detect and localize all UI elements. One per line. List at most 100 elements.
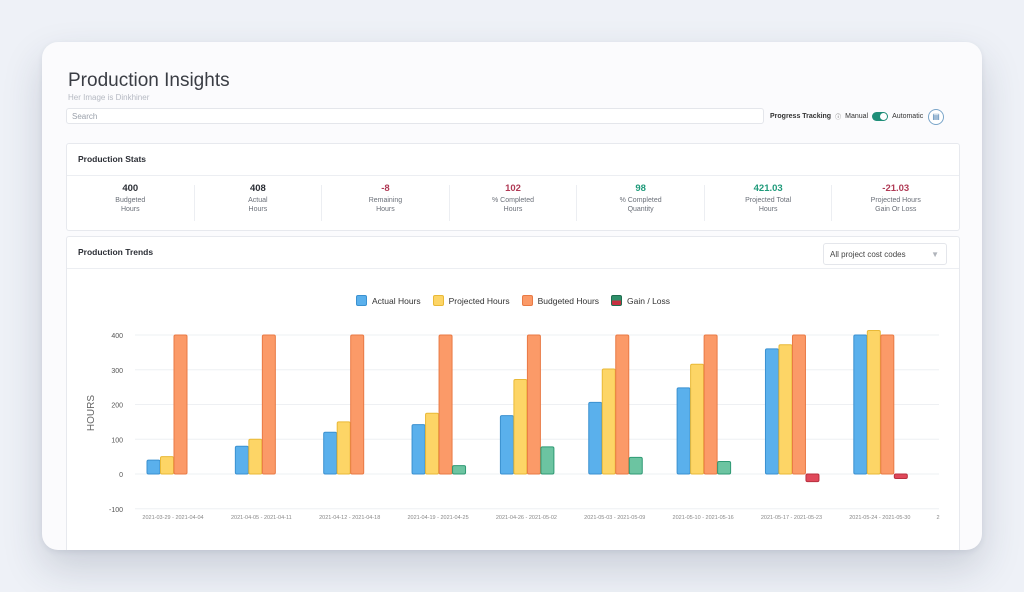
stat-item: 421.03 Projected Total Hours: [705, 183, 833, 221]
manual-label: Manual: [845, 113, 869, 120]
y-tick-label: 300: [111, 368, 123, 375]
stat-value: 98: [635, 183, 646, 194]
bar-gain: [628, 456, 643, 475]
bar-projected: [690, 363, 705, 475]
legend-swatch: [355, 295, 367, 306]
stat-label: % Completed Hours: [492, 197, 535, 213]
bar-gain: [717, 460, 732, 475]
bar-projected: [160, 456, 174, 475]
stat-value: 102: [505, 183, 521, 194]
bar-actual: [588, 401, 603, 475]
legend-item[interactable]: Gain / Loss: [611, 295, 670, 306]
bar-actual: [853, 334, 868, 475]
y-tick-label: 100: [111, 437, 123, 444]
legend-label: Gain / Loss: [627, 295, 671, 306]
bar-projected: [513, 378, 528, 475]
stat-label: Actual Hours: [248, 197, 268, 213]
bar-actual: [764, 348, 779, 475]
stat-item: -21.03 Projected Hours Gain Or Loss: [832, 183, 959, 221]
bar-gain: [540, 446, 555, 475]
bar-projected: [248, 438, 263, 475]
production-insights-card: Production Insights Her Image is Dinkhin…: [42, 42, 982, 550]
bar-budgeted: [703, 334, 718, 475]
bar-projected: [778, 344, 793, 475]
x-tick-label: 2021-05-17 - 2021-05-23: [761, 515, 822, 521]
production-trends-panel: Production Trends All project cost codes…: [66, 236, 960, 550]
x-tick-label: 2021-04-26 - 2021-05-02: [496, 515, 557, 521]
page-title: Production Insights: [68, 70, 230, 91]
progress-tracking-toggle[interactable]: [872, 112, 889, 121]
bar-actual: [411, 424, 426, 475]
legend-label: Actual Hours: [371, 295, 421, 306]
bar-gain: [805, 473, 820, 483]
stat-value: -8: [381, 183, 390, 194]
stat-value: 400: [122, 183, 139, 194]
stat-item: 102 % Completed Hours: [450, 183, 578, 221]
stat-value: -21.03: [882, 183, 910, 194]
bar-actual: [323, 431, 338, 475]
x-tick-label: 2021-04-05 - 2021-04-11: [231, 515, 292, 521]
stat-value: 421.03: [753, 183, 783, 194]
y-axis-label: HOURS: [86, 395, 97, 431]
y-tick-label: 400: [111, 333, 123, 340]
bar-actual: [676, 387, 691, 475]
x-tick-label: 2021-03-29 - 2021-04-04: [142, 515, 203, 521]
legend-swatch: [521, 295, 533, 306]
bar-budgeted: [350, 334, 365, 475]
bar-projected: [336, 421, 351, 475]
legend-item[interactable]: Projected Hours: [432, 295, 510, 306]
bar-budgeted: [791, 334, 806, 475]
y-tick-label: 200: [111, 403, 123, 410]
progress-tracking: Progress Tracking ⓘ Manual Automatic: [770, 112, 923, 121]
document-icon[interactable]: ▤: [928, 109, 944, 125]
chevron-down-icon: ▼: [931, 250, 939, 259]
info-icon[interactable]: ⓘ: [835, 115, 842, 121]
x-tick-label: 2021-04-19 - 2021-04-25: [407, 515, 468, 521]
x-tick-label: 2021-05-24 - 2021-05-30: [849, 515, 910, 521]
legend-item[interactable]: Actual Hours: [355, 295, 421, 306]
stat-label: Projected Total Hours: [745, 197, 792, 213]
page-subtitle: Her Image is Dinkhiner: [68, 93, 150, 102]
stat-label: Remaining Hours: [368, 197, 403, 213]
search-input[interactable]: Search: [66, 108, 764, 124]
cost-code-select[interactable]: All project cost codes ▼: [823, 243, 947, 265]
bar-budgeted: [173, 334, 188, 475]
automatic-label: Automatic: [892, 113, 924, 120]
y-tick-label: -100: [109, 507, 123, 514]
bar-budgeted: [438, 334, 453, 475]
legend-swatch: [611, 295, 623, 306]
bar-budgeted: [615, 334, 630, 475]
bar-actual: [499, 415, 514, 475]
cost-code-select-value: All project cost codes: [830, 250, 906, 259]
bar-gain: [893, 473, 908, 480]
stat-item: 408 Actual Hours: [195, 183, 323, 221]
chart-legend: Actual Hours Projected Hours Budgeted Hour…: [67, 295, 959, 306]
stat-value: 408: [249, 183, 266, 194]
bar-actual: [234, 445, 249, 475]
legend-label: Projected Hours: [448, 295, 510, 306]
stats-row: 400 Budgeted Hours 408 Actual Hours -8 Remain…: [67, 176, 959, 230]
bar-gain: [452, 465, 467, 475]
production-trends-title: Production Trends: [67, 237, 959, 269]
stat-item: 400 Budgeted Hours: [67, 183, 195, 221]
bar-projected: [866, 329, 881, 475]
legend-swatch: [432, 295, 444, 306]
x-tick-label: 2021-04-12 - 2021-04-18: [319, 515, 380, 521]
legend-item[interactable]: Budgeted Hours: [521, 295, 600, 306]
bar-budgeted: [880, 334, 895, 475]
x-tick-label: 2: [936, 515, 939, 521]
stat-item: -8 Remaining Hours: [322, 183, 450, 221]
production-stats-title: Production Stats: [67, 144, 959, 176]
progress-tracking-label: Progress Tracking: [770, 113, 832, 120]
stat-label: Budgeted Hours: [115, 197, 146, 213]
production-trends-chart: 400 300 200 100 0 -100 HOURS 2021-03-29 - 2021-…: [86, 329, 940, 521]
production-stats-panel: Production Stats 400 Budgeted Hours 408 Act…: [66, 143, 960, 231]
stat-label: % Completed Quantity: [619, 197, 662, 213]
bar-actual: [146, 459, 161, 475]
stat-item: 98 % Completed Quantity: [577, 183, 705, 221]
x-tick-label: 2021-05-03 - 2021-05-09: [584, 515, 645, 521]
bar-projected: [425, 412, 440, 475]
legend-label: Budgeted Hours: [537, 295, 600, 306]
x-tick-label: 2021-05-10 - 2021-05-16: [673, 515, 734, 521]
y-tick-label: 0: [119, 472, 123, 479]
